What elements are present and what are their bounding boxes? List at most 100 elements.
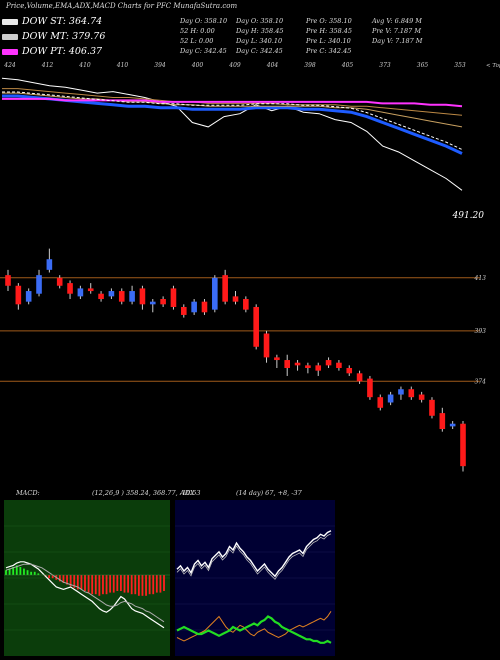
stat-c2-3: Day C: 342.45 xyxy=(236,47,283,55)
top-tick-label: 409 xyxy=(228,62,241,69)
legend-label-st: DOW ST: 364.74 xyxy=(22,16,103,27)
dow-pt-line xyxy=(2,97,463,108)
chart-title: Price,Volume,EMA,ADX,MACD Charts for PFC… xyxy=(6,2,238,10)
adx-label: ADX xyxy=(180,489,195,497)
top-tick-label: 424 xyxy=(3,62,16,69)
legend-dow-mt: DOW MT: 379.76 xyxy=(2,31,105,42)
macd-histogram-bar xyxy=(134,575,137,595)
plus-di-line xyxy=(176,611,332,642)
macd-histogram-bar xyxy=(8,568,11,575)
candle-up xyxy=(36,275,42,294)
candle-up xyxy=(25,291,32,302)
macd-histogram-bar xyxy=(98,575,101,596)
candle-down xyxy=(408,389,415,398)
candle-down xyxy=(222,275,228,302)
macd-signal-line xyxy=(5,563,165,623)
candle-up xyxy=(108,291,115,297)
stat-c4-1: Pre V: 7.187 M xyxy=(372,27,422,35)
macd-histogram-bar xyxy=(37,573,40,575)
candle-down xyxy=(274,357,280,361)
candle-down xyxy=(294,362,301,366)
stat-c2-1: Day H: 358.45 xyxy=(236,27,284,35)
candle-up xyxy=(149,301,156,305)
candle-down xyxy=(118,291,125,302)
level-label: 413 xyxy=(474,275,487,282)
macd-histogram-bar xyxy=(66,575,68,585)
ema-slow-line xyxy=(2,88,463,116)
macd-histogram-bar xyxy=(137,575,140,596)
stat-c3-1: Pre H: 358.45 xyxy=(306,27,353,35)
candle-down xyxy=(170,288,177,307)
candle-down xyxy=(180,306,187,315)
candle-down xyxy=(460,423,466,467)
candle-down xyxy=(325,360,332,366)
macd-histogram-bar xyxy=(105,575,108,595)
candle-down xyxy=(15,285,22,305)
candle-down xyxy=(56,277,63,286)
macd-params: (12,26,9 ) 358.24, 368.77, -10.53 xyxy=(92,489,201,497)
stat-c2-2: Day L: 340.10 xyxy=(236,37,283,45)
stat-c3-2: Pre L: 340.10 xyxy=(306,37,351,45)
macd-histogram-bar xyxy=(87,575,90,593)
stat-c2-0: Day O: 358.10 xyxy=(236,17,284,25)
macd-histogram-bar xyxy=(120,575,122,591)
candle-up xyxy=(398,389,404,395)
legend-dow-st: DOW ST: 364.74 xyxy=(2,16,102,27)
adx-params: (14 day) 67, +8, -37 xyxy=(236,489,302,497)
macd-histogram-bar xyxy=(123,575,126,593)
stat-c1-3: Day C: 342.45 xyxy=(180,47,227,55)
ema-fast-line xyxy=(2,94,463,155)
candle-down xyxy=(67,283,73,294)
macd-chart xyxy=(4,500,170,656)
candle-up xyxy=(212,277,218,310)
macd-histogram-bar xyxy=(84,575,86,591)
legend-swatch-mt xyxy=(2,33,18,40)
candle-down xyxy=(98,293,104,300)
price-line xyxy=(1,77,463,191)
candle-down xyxy=(377,397,384,408)
macd-histogram-bar xyxy=(73,575,76,588)
macd-histogram-bar xyxy=(112,575,115,593)
candle-up xyxy=(77,288,84,297)
stat-c3-3: Pre C: 342.45 xyxy=(306,47,352,55)
macd-histogram-bar xyxy=(152,575,155,595)
candle-down xyxy=(315,365,322,371)
candle-down xyxy=(367,378,373,398)
macd-histogram-bar xyxy=(116,575,119,591)
stat-c1-1: 52 H: 0.00 xyxy=(180,27,215,35)
candle-down xyxy=(253,306,259,347)
top-tick-label: 365 xyxy=(417,62,429,69)
macd-histogram-bar xyxy=(33,571,36,575)
candle-down xyxy=(305,365,311,368)
macd-histogram-bar xyxy=(130,575,133,595)
ema-chart: 424 412 410 410 394 400 409 404 398 405 373 365 353 <… xyxy=(1,62,500,221)
candle-up xyxy=(449,423,456,427)
top-tick-label: 400 xyxy=(191,62,204,69)
stat-c1-2: 52 L: 0.00 xyxy=(180,37,214,45)
legend-swatch-st xyxy=(2,18,18,25)
stat-c4-0: Avg V: 6.849 M xyxy=(372,17,422,25)
macd-histogram-bar xyxy=(91,575,94,595)
stat-c1-0: Day O: 358.10 xyxy=(180,17,228,25)
macd-histogram-bar xyxy=(155,575,158,593)
candle-down xyxy=(160,299,166,305)
top-tick-label: 410 xyxy=(116,62,129,69)
macd-histogram-bar xyxy=(30,571,33,575)
macd-histogram-bar xyxy=(15,565,18,575)
candle-down xyxy=(243,299,249,310)
candle-down xyxy=(87,288,94,292)
candle-down xyxy=(336,362,342,368)
legend-label-pt: DOW PT: 406.37 xyxy=(22,46,103,57)
macd-histogram-bar xyxy=(163,575,165,591)
top-tick-label: 410 xyxy=(78,62,91,69)
macd-histogram-bar xyxy=(5,570,7,575)
macd-histogram-bar xyxy=(23,568,25,575)
candle-down xyxy=(429,399,435,416)
ema-dashed-line xyxy=(2,91,463,150)
top-tick-label: 373 xyxy=(379,62,391,69)
macd-histogram-bar xyxy=(159,575,162,593)
candle-down xyxy=(418,394,425,400)
top-tick-label: 353 xyxy=(454,62,466,69)
macd-histogram-bar xyxy=(76,575,79,590)
candle-down xyxy=(439,413,446,430)
